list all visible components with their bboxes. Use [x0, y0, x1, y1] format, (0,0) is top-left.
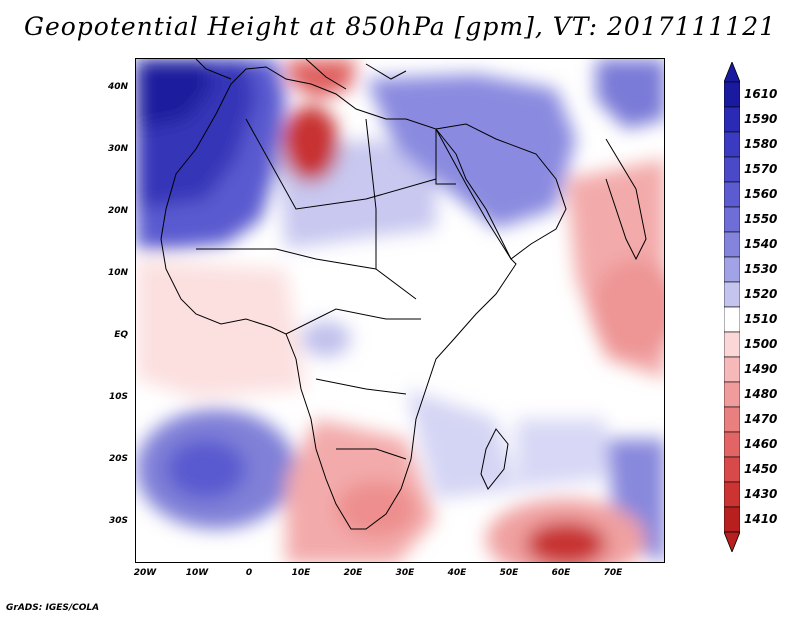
- colorbar-level-label: 1470: [744, 411, 778, 426]
- lon-label-70e: 70E: [603, 568, 623, 578]
- lon-label-10e: 10E: [291, 568, 311, 578]
- colorbar-level-label: 1410: [744, 511, 778, 526]
- colorbar-level-label: 1430: [744, 486, 778, 501]
- lat-label-30n: 30N: [107, 144, 128, 154]
- lon-label-30e: 30E: [395, 568, 415, 578]
- colorbar-level-label: 1460: [744, 436, 778, 451]
- lat-label-10n: 10N: [107, 268, 128, 278]
- colorbar-swatch: [724, 481, 740, 508]
- lon-label-40e: 40E: [447, 568, 467, 578]
- colorbar-swatch: [724, 206, 740, 233]
- colorbar-swatch: [724, 256, 740, 283]
- colorbar-level-label: 1580: [744, 136, 778, 151]
- lon-label-10w: 10W: [185, 568, 209, 578]
- map-title: Geopotential Height at 850hPa [gpm], VT:…: [23, 12, 777, 41]
- colorbar-swatch: [724, 281, 740, 308]
- colorbar-swatch: [724, 81, 740, 108]
- colorbar-swatch: [724, 306, 740, 333]
- colorbar-top-arrow: [724, 62, 740, 83]
- colorbar-level-label: 1610: [744, 86, 778, 101]
- colorbar-swatch: [724, 156, 740, 183]
- colorbar-swatch: [724, 131, 740, 158]
- colorbar-level-label: 1480: [744, 386, 778, 401]
- colorbar-swatch: [724, 431, 740, 458]
- lon-label-0: 0: [245, 568, 253, 578]
- colorbar-swatch: [724, 231, 740, 258]
- lat-label-40n: 40N: [107, 82, 128, 92]
- grads-credit: GrADS: IGES/COLA: [6, 603, 100, 613]
- colorbar-level-label: 1590: [744, 111, 778, 126]
- colorbar-swatch: [724, 331, 740, 358]
- colorbar-level-label: 1560: [744, 186, 778, 201]
- lon-label-60e: 60E: [551, 568, 571, 578]
- colorbar-swatch: [724, 406, 740, 433]
- lat-label-30s: 30S: [108, 516, 128, 526]
- colorbar-swatch: [724, 456, 740, 483]
- lon-label-20e: 20E: [343, 568, 363, 578]
- lat-label-eq: EQ: [114, 330, 128, 340]
- lat-label-20s: 20S: [108, 454, 128, 464]
- lon-label-50e: 50E: [499, 568, 519, 578]
- colorbar-swatch: [724, 506, 740, 533]
- colorbar-level-label: 1540: [744, 236, 778, 251]
- lat-label-20n: 20N: [107, 206, 128, 216]
- colorbar-swatch: [724, 356, 740, 383]
- height-field-svg: [136, 59, 664, 562]
- colorbar-swatch: [724, 381, 740, 408]
- map-panel: [135, 58, 665, 563]
- colorbar-level-label: 1570: [744, 161, 778, 176]
- colorbar-level-label: 1490: [744, 361, 778, 376]
- colorbar-level-label: 1530: [744, 261, 778, 276]
- colorbar-level-label: 1510: [744, 311, 778, 326]
- colorbar-level-label: 1450: [744, 461, 778, 476]
- colorbar-bottom-arrow: [724, 531, 740, 552]
- colorbar-level-label: 1550: [744, 211, 778, 226]
- colorbar: [724, 62, 740, 552]
- colorbar-level-label: 1500: [744, 336, 778, 351]
- colorbar-swatch: [724, 106, 740, 133]
- colorbar-swatch: [724, 181, 740, 208]
- colorbar-level-label: 1520: [744, 286, 778, 301]
- lon-label-20w: 20W: [133, 568, 157, 578]
- lat-label-10s: 10S: [108, 392, 128, 402]
